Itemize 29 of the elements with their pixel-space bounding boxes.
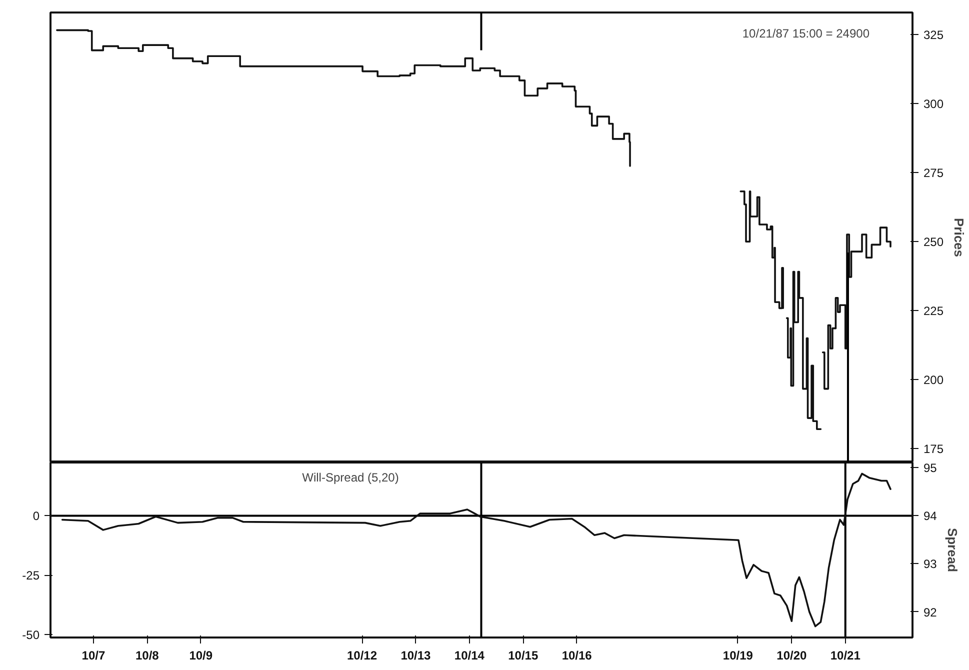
y-tick-label: 200 bbox=[924, 373, 944, 388]
y-axis-title: Prices bbox=[952, 218, 967, 258]
y-tick-label: 175 bbox=[924, 442, 944, 456]
y2-tick-label: 95 bbox=[924, 460, 938, 475]
x-tick-label: 10/15 bbox=[508, 648, 538, 662]
x-tick-label: 10/20 bbox=[776, 648, 807, 662]
y2-axis-title: Spread bbox=[944, 528, 960, 572]
y-tick-label: 325 bbox=[924, 28, 944, 42]
y-tick-label: 225 bbox=[924, 304, 944, 318]
x-tick-label: 10/9 bbox=[189, 648, 213, 662]
x-tick-label: 10/7 bbox=[82, 648, 106, 662]
y2-tick-label: 93 bbox=[924, 557, 938, 572]
y-tick-label: -50 bbox=[22, 628, 40, 642]
y2-tick-label: 92 bbox=[924, 605, 938, 620]
x-tick-label: 10/21 bbox=[830, 648, 861, 662]
x-tick-label: 10/16 bbox=[562, 648, 592, 662]
y-tick-label: 275 bbox=[924, 166, 944, 180]
y-tick-label: 0 bbox=[32, 509, 40, 524]
y2-tick-label: 94 bbox=[924, 509, 938, 524]
annotation: 10/21/87 15:00 = 24900 bbox=[742, 26, 870, 40]
x-tick-label: 10/14 bbox=[454, 648, 485, 662]
x-tick-label: 10/8 bbox=[135, 648, 160, 662]
x-tick-label: 10/19 bbox=[722, 648, 754, 662]
x-tick-label: 10/13 bbox=[400, 648, 432, 662]
y-tick-label: -25 bbox=[22, 568, 40, 583]
x-tick-label: 10/12 bbox=[346, 648, 378, 662]
y-tick-label: 300 bbox=[924, 97, 944, 112]
annotation: Will-Spread (5,20) bbox=[302, 470, 399, 484]
y-tick-label: 250 bbox=[924, 235, 944, 250]
